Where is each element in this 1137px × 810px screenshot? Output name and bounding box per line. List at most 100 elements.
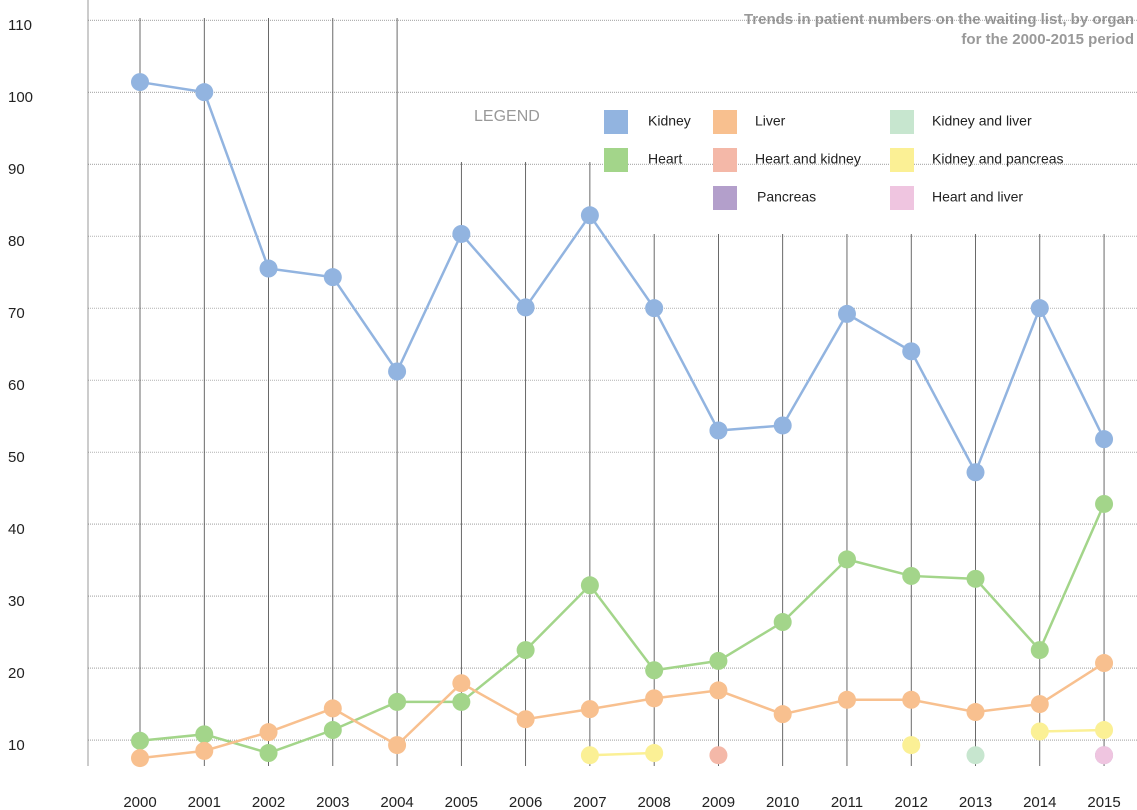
data-point	[452, 224, 471, 243]
data-point	[645, 661, 664, 680]
data-point	[1030, 722, 1049, 741]
x-tick-label: 2015	[1087, 794, 1120, 810]
data-point	[580, 576, 599, 595]
data-point	[709, 746, 728, 765]
data-point	[773, 416, 792, 435]
x-tick-label: 2000	[123, 794, 156, 810]
data-point	[580, 746, 599, 765]
legend-label: Heart	[648, 151, 682, 167]
legend-swatch	[713, 148, 737, 172]
legend-label: Liver	[755, 113, 786, 129]
legend-label: Kidney and liver	[932, 113, 1032, 129]
legend-label: Kidney and pancreas	[932, 151, 1064, 167]
series-line	[139, 80, 1106, 476]
x-tick-label: 2014	[1023, 794, 1056, 810]
legend-label: Heart and liver	[932, 189, 1023, 205]
data-point	[516, 298, 535, 317]
data-point	[902, 566, 921, 585]
data-point	[195, 83, 214, 102]
y-tick-label: 100	[8, 89, 33, 106]
data-point	[1030, 299, 1049, 318]
legend-swatch	[713, 186, 737, 210]
data-point	[837, 304, 856, 323]
data-point	[773, 705, 792, 724]
data-point	[645, 689, 664, 708]
data-point	[580, 700, 599, 719]
data-point	[195, 741, 214, 760]
x-tick-label: 2013	[959, 794, 992, 810]
y-tick-label: 90	[8, 161, 25, 178]
series-line	[589, 751, 655, 757]
x-tick-label: 2003	[316, 794, 349, 810]
data-point	[966, 569, 985, 588]
data-point	[709, 421, 728, 440]
data-point	[131, 731, 149, 750]
y-tick-label: 50	[8, 449, 25, 466]
series-line	[139, 503, 1106, 755]
legend-swatch	[890, 110, 914, 134]
data-point	[1095, 654, 1114, 673]
y-tick-label: 20	[8, 665, 25, 682]
data-point	[516, 641, 535, 660]
y-tick-label: 30	[8, 593, 25, 610]
data-point	[1095, 746, 1114, 765]
data-point	[966, 746, 985, 765]
legend-title: LEGEND	[474, 108, 540, 125]
legend-swatch	[604, 148, 628, 172]
x-tick-label: 2006	[509, 794, 542, 810]
x-tick-label: 2010	[766, 794, 799, 810]
data-point	[709, 681, 728, 700]
x-tick-label: 2008	[637, 794, 670, 810]
chart-subtitle: for the 2000-2015 period	[961, 31, 1134, 48]
data-point	[259, 259, 278, 278]
x-tick-label: 2002	[252, 794, 285, 810]
legend-label: Pancreas	[757, 189, 816, 205]
data-point	[902, 342, 921, 361]
data-point	[837, 690, 856, 709]
data-point	[1095, 721, 1114, 740]
data-point	[773, 613, 792, 632]
y-tick-label: 80	[8, 233, 25, 250]
data-point	[131, 749, 149, 768]
y-tick-label: 40	[8, 521, 25, 538]
x-tick-label: 2009	[702, 794, 735, 810]
data-point	[323, 699, 342, 718]
data-point	[131, 73, 149, 92]
x-tick-label: 2007	[573, 794, 606, 810]
data-point	[645, 744, 664, 763]
data-point	[1095, 430, 1114, 449]
x-tick-label: 2012	[895, 794, 928, 810]
x-tick-label: 2004	[380, 794, 413, 810]
data-point	[388, 692, 407, 711]
data-point	[1095, 494, 1114, 513]
legend-swatch	[713, 110, 737, 134]
data-point	[902, 690, 921, 709]
x-tick-label: 2005	[445, 794, 478, 810]
data-point	[1030, 641, 1049, 660]
data-point	[902, 736, 921, 755]
data-point	[259, 723, 278, 742]
legend-label: Heart and kidney	[755, 151, 861, 167]
y-tick-label: 70	[8, 305, 25, 322]
data-point	[388, 362, 407, 381]
data-point	[645, 299, 664, 318]
data-point	[580, 206, 599, 225]
legend-swatch	[604, 110, 628, 134]
y-tick-label: 10	[8, 737, 25, 754]
data-point	[452, 692, 471, 711]
chart-title: Trends in patient numbers on the waiting…	[744, 11, 1134, 28]
y-tick-label: 110	[8, 17, 32, 34]
data-point	[966, 463, 985, 482]
data-point	[259, 744, 278, 763]
data-point	[837, 550, 856, 569]
data-point	[323, 721, 342, 740]
grid: 10 20 30 40 50 60 70 80 90 100 110	[8, 17, 1137, 766]
x-tick-label: 2001	[188, 794, 221, 810]
data-point	[388, 736, 407, 755]
data-point	[323, 268, 342, 287]
x-tick-label: 2011	[831, 794, 863, 810]
data-point	[966, 703, 985, 722]
data-point	[709, 651, 728, 670]
series-line	[1039, 728, 1105, 733]
